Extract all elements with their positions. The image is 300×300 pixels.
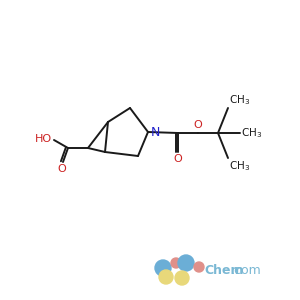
Text: Chem: Chem xyxy=(204,263,244,277)
Circle shape xyxy=(178,255,194,271)
Circle shape xyxy=(155,260,171,276)
Circle shape xyxy=(171,258,181,268)
Circle shape xyxy=(175,271,189,285)
Text: CH$_3$: CH$_3$ xyxy=(241,126,262,140)
Text: CH$_3$: CH$_3$ xyxy=(229,93,250,107)
Text: HO: HO xyxy=(35,134,52,144)
Text: CH$_3$: CH$_3$ xyxy=(229,159,250,173)
Text: O: O xyxy=(174,154,182,164)
Circle shape xyxy=(194,262,204,272)
Text: N: N xyxy=(151,125,160,139)
Text: O: O xyxy=(58,164,66,174)
Text: .com: .com xyxy=(231,263,262,277)
Text: O: O xyxy=(194,120,202,130)
Circle shape xyxy=(159,270,173,284)
